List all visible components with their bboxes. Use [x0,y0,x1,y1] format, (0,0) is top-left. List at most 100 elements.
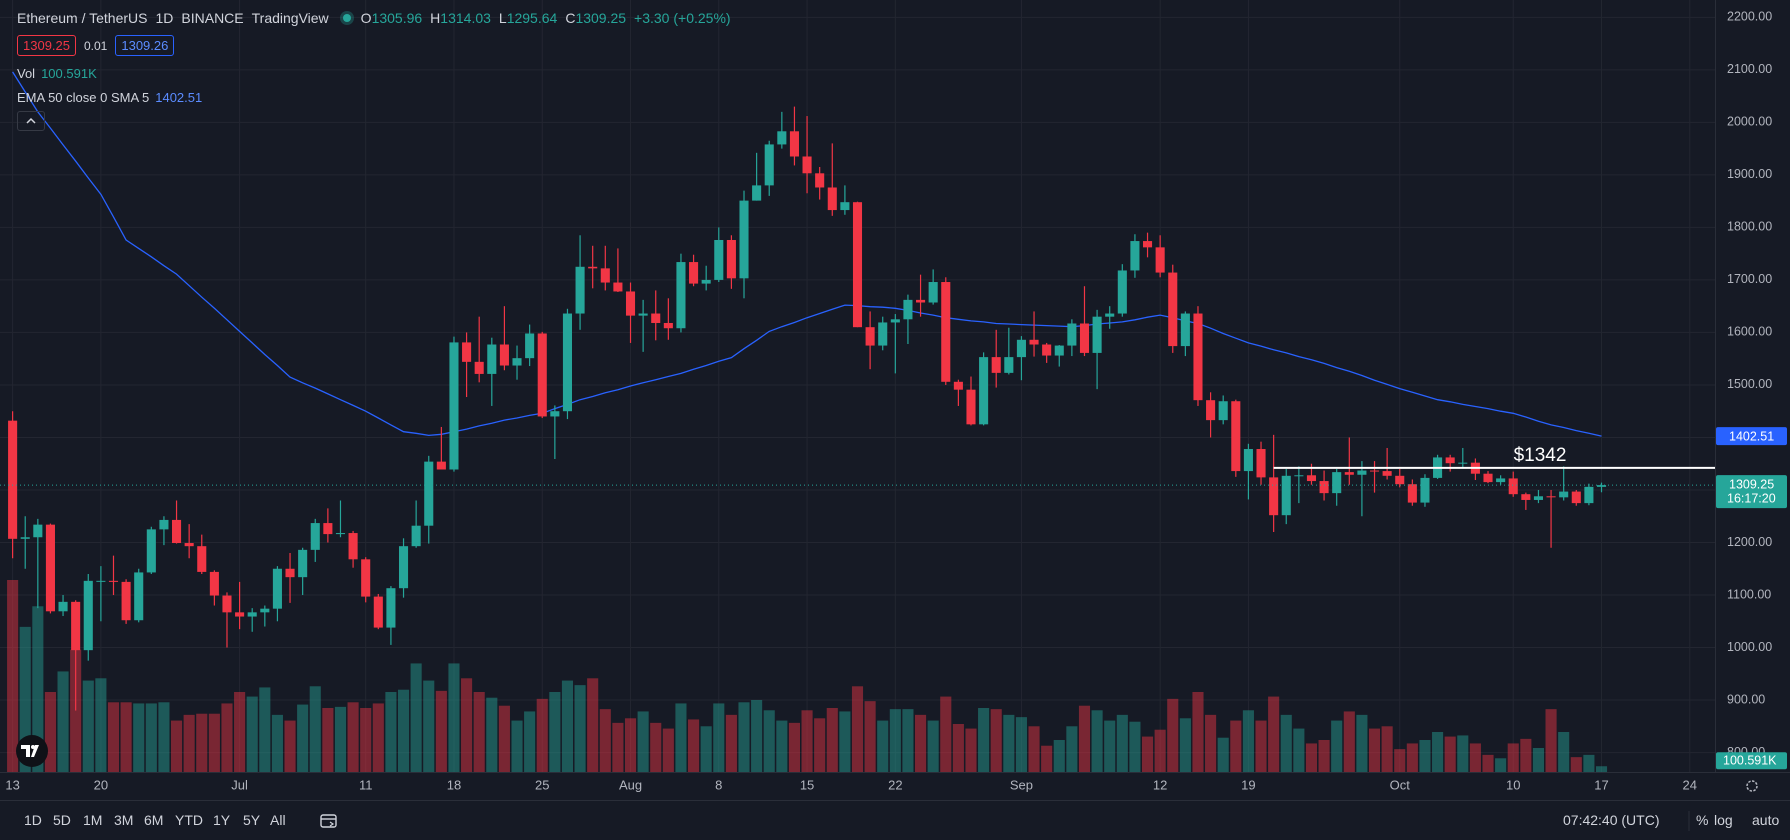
x-tick-label: 24 [1683,777,1697,792]
candle-body [789,131,799,157]
volume-bar [688,719,700,772]
y-tick-label: 1600.00 [1727,325,1772,339]
volume-bar [978,708,990,772]
x-tick-label: 19 [1241,777,1255,792]
volume-bar [271,714,283,772]
volume-bar [183,714,195,772]
volume-bar [776,720,788,772]
logo-background [16,735,48,767]
y-tick-label: 1000.00 [1727,640,1772,654]
volume-bar [1305,743,1318,772]
range-button[interactable]: YTD [175,812,203,828]
volume-bar [940,696,952,772]
ohlc-value: 1314.03 [440,10,491,26]
annotation-label: $1342 [1514,445,1567,466]
candle-body [1281,475,1291,516]
candle-body [726,240,736,279]
x-tick-label: 12 [1153,777,1167,792]
candle-body [928,282,938,303]
range-button[interactable]: 6M [144,812,164,828]
volume-bar [1255,720,1267,772]
volume-name: Vol [17,66,36,81]
volume-bar [1230,720,1242,772]
range-button[interactable]: 1M [83,812,103,828]
scale-button[interactable]: log [1714,812,1733,828]
candle-body [676,262,686,329]
volume-legend: Vol 100.591K [17,66,105,81]
volume-bar [1268,696,1280,772]
candle-body [1117,270,1127,314]
volume-tag [1716,752,1787,770]
range-button[interactable]: 3M [114,812,134,828]
volume-bar [1381,726,1393,772]
candle-body [827,187,837,211]
candle-body [1079,323,1090,353]
change: +3.30 (+0.25%) [634,10,731,26]
volume-bar [120,702,132,772]
ask-button[interactable]: 1309.26 [115,35,175,56]
volume-bar [915,714,927,772]
volume-bar [1078,705,1091,772]
candle-body [764,144,774,186]
candle-body [20,537,30,539]
volume-bar [259,687,271,772]
range-button[interactable]: All [270,812,286,828]
candle-body [58,601,68,612]
candle-body [386,588,396,628]
range-button[interactable]: 5D [53,812,71,828]
spread: 0.01 [84,38,108,53]
candle-body [953,381,963,390]
x-tick-label: Oct [1390,777,1411,792]
candle-body [1596,485,1607,487]
candle-body [625,291,636,316]
candle-body [714,240,724,280]
candle-body [890,319,900,323]
volume-bar [309,686,321,772]
volume-bar [851,686,864,772]
volume-bar [1217,737,1229,772]
range-button[interactable]: 1D [24,812,42,828]
ohlc-value: 1295.64 [506,10,558,26]
volume-bar [196,713,208,772]
volume-bar [1545,709,1557,772]
range-button[interactable]: 5Y [243,812,261,828]
volume-bar [297,704,309,772]
volume-bar [675,703,687,772]
volume-bar [221,703,233,772]
volume-bar [1570,757,1582,772]
volume-bar [549,692,561,772]
volume-bar [536,698,548,772]
ohlc-label: L [498,10,507,26]
candle-body [373,596,383,628]
range-button[interactable]: 1Y [213,812,231,828]
y-tick-label: 1900.00 [1727,167,1772,181]
bid-button[interactable]: 1309.25 [17,35,76,56]
scale-button[interactable]: % [1696,812,1709,828]
volume-bar [738,702,750,772]
x-tick-label: 17 [1594,777,1608,792]
collapse-button[interactable] [17,111,45,131]
volume-bar [498,705,510,772]
volume-bar [322,708,334,772]
candle-body [1571,491,1581,504]
volume-bar [170,720,183,772]
candle-body [1559,491,1569,498]
logo-dot [31,745,35,749]
scale-button[interactable]: auto [1752,812,1780,828]
volume-bar [1343,711,1355,772]
volume-bar [145,703,157,772]
ema-price-tag-label: 1402.51 [1729,429,1774,443]
volume-bar [1457,735,1469,772]
candle-body [335,533,346,535]
candle-body [550,411,560,417]
last-price-tag [1716,475,1787,509]
candle-body [71,601,81,651]
candle-body [1016,339,1026,358]
volume-bar [826,708,838,772]
date-range-icon[interactable] [318,811,340,831]
candle-body [411,525,421,547]
candle-body [8,420,18,539]
volume-bar [1595,766,1608,772]
volume-bar [889,709,901,772]
candle-body [1332,472,1342,494]
